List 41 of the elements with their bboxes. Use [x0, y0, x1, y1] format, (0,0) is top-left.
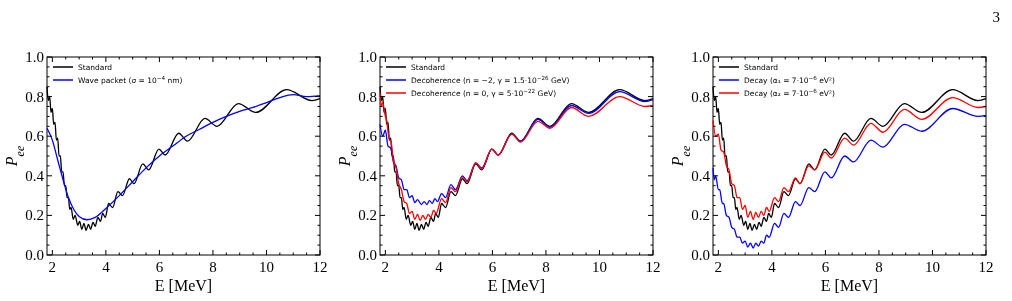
x-axis-title: E [MeV]: [154, 277, 213, 294]
y-tick-label: 0.4: [25, 167, 45, 184]
x-tick-label: 2: [714, 259, 723, 275]
x-tick-label: 8: [875, 259, 883, 275]
x-tick-label: 6: [155, 259, 164, 275]
x-tick-label: 12: [312, 259, 328, 275]
y-tick-label: 0.2: [358, 207, 377, 224]
y-tick-label: 1.0: [691, 49, 710, 65]
y-tick-label: 0.2: [691, 207, 710, 224]
x-tick-label: 10: [591, 259, 607, 275]
y-tick-label: 1.0: [358, 49, 377, 65]
y-tick-label: 0.2: [25, 207, 44, 224]
x-tick-label: 4: [102, 259, 111, 275]
x-tick-label: 2: [381, 259, 390, 275]
y-tick-label: 0.6: [25, 128, 45, 145]
x-tick-label: 6: [821, 259, 830, 275]
x-tick-label: 12: [978, 259, 994, 275]
x-tick-label: 4: [435, 259, 444, 275]
y-tick-label: 0.4: [691, 167, 711, 184]
y-tick-label: 0.8: [691, 88, 710, 105]
x-tick-label: 8: [542, 259, 550, 275]
x-tick-label: 4: [768, 259, 777, 275]
y-tick-label: 0.0: [25, 247, 44, 263]
x-tick-label: 2: [48, 259, 57, 275]
x-tick-label: 10: [924, 259, 940, 275]
x-tick-label: 10: [258, 259, 274, 275]
x-tick-label: 12: [645, 259, 661, 275]
y-tick-label: 0.0: [358, 247, 377, 263]
x-tick-label: 6: [488, 259, 497, 275]
line-series: [712, 107, 987, 249]
text: 3: [992, 9, 1000, 25]
y-tick-label: 0.6: [691, 128, 711, 145]
y-tick-label: 0.8: [25, 88, 44, 105]
y-tick-label: 0.4: [358, 167, 378, 184]
y-tick-label: 0.6: [358, 128, 378, 145]
y-tick-label: 0.8: [358, 88, 377, 105]
x-tick-label: 8: [209, 259, 217, 275]
y-tick-label: 0.0: [691, 247, 710, 263]
x-axis-title: E [MeV]: [487, 277, 546, 294]
x-axis-title: E [MeV]: [820, 277, 879, 294]
y-tick-label: 1.0: [25, 49, 44, 65]
